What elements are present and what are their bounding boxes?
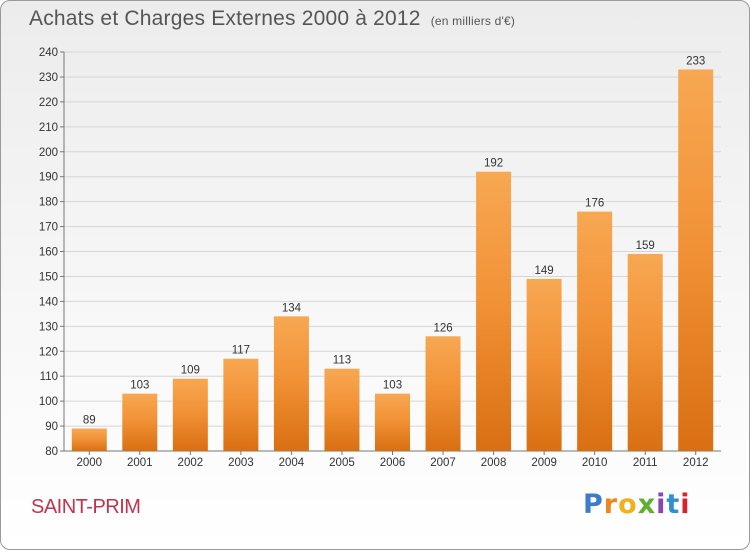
data-label: 233 (686, 55, 705, 67)
data-label: 109 (181, 365, 200, 377)
bar (71, 428, 107, 451)
data-label: 103 (130, 380, 149, 392)
brand-letter: t (666, 489, 681, 520)
data-label: 192 (484, 158, 503, 170)
x-tick-label: 2009 (531, 457, 557, 469)
brand-letter: o (618, 489, 638, 520)
y-tick-label: 220 (39, 97, 58, 109)
data-label: 176 (585, 198, 604, 210)
data-label: 159 (636, 240, 655, 252)
x-tick-label: 2004 (279, 457, 305, 469)
bar (223, 358, 259, 451)
brand-letter: x (637, 489, 657, 520)
y-tick-label: 210 (39, 122, 58, 134)
bar (425, 336, 461, 451)
bar (172, 378, 208, 451)
data-label: 126 (433, 322, 452, 334)
x-tick-label: 2000 (76, 457, 102, 469)
x-tick-label: 2003 (228, 457, 254, 469)
data-label: 149 (535, 265, 554, 277)
x-tick-label: 2010 (582, 457, 608, 469)
x-tick-label: 2012 (683, 457, 709, 469)
y-tick-labels: 80 90 100 110 120 130 140 150 160 170 180 190 200 210… (39, 47, 58, 458)
chart-title-text: Achats et Charges Externes 2000 à 2012 (29, 7, 421, 30)
y-tick-label: 110 (40, 371, 58, 383)
bars (71, 69, 714, 452)
x-tick-label: 2006 (380, 457, 406, 469)
bar (577, 211, 613, 451)
brand-letter: i (680, 489, 691, 520)
bar (273, 316, 309, 451)
y-tick-label: 160 (39, 247, 58, 259)
y-tick-label: 100 (39, 396, 58, 408)
y-tick-label: 140 (39, 296, 58, 308)
y-tick-label: 200 (39, 147, 58, 159)
y-tick-label: 230 (39, 72, 58, 84)
bar (324, 368, 360, 451)
bar (375, 393, 410, 451)
y-tick-label: 80 (45, 446, 58, 458)
brand-letter: r (603, 489, 619, 520)
commune-name: SAINT-PRIM (31, 496, 141, 518)
bar (526, 278, 562, 451)
data-label: 113 (333, 355, 351, 367)
x-tick-label: 2007 (430, 457, 456, 469)
y-tick-label: 180 (39, 197, 58, 209)
brand-letter: i (656, 489, 667, 520)
data-label: 134 (282, 302, 302, 314)
x-tick-label: 2005 (329, 457, 355, 469)
y-tick-label: 130 (39, 321, 58, 333)
y-tick-label: 190 (39, 172, 58, 184)
data-label: 89 (83, 415, 96, 427)
x-tick-label: 2002 (178, 457, 204, 469)
bar (627, 253, 663, 451)
brand-letter: P (583, 489, 604, 520)
data-label: 103 (383, 380, 402, 392)
y-tick-label: 90 (45, 421, 58, 433)
chart-title: Achats et Charges Externes 2000 à 2012 (e… (29, 7, 515, 31)
x-tick-labels: 2000 2001 2002 2003 2004 2005 2006 2007 2008 2009… (76, 457, 708, 469)
x-tick-label: 2011 (633, 457, 658, 469)
data-labels: 89 103 109 117 134 113 103 126 192 149 176 159 233 (83, 55, 705, 426)
data-label: 117 (232, 345, 250, 357)
bar (476, 171, 512, 451)
y-tick-label: 170 (39, 222, 58, 234)
x-tick-label: 2001 (127, 457, 153, 469)
x-tick-label: 2008 (481, 457, 507, 469)
bar (122, 393, 158, 451)
brand-logo: Proxiti (583, 489, 691, 520)
y-tick-label: 120 (39, 346, 58, 358)
chart-unit: (en milliers d'€) (430, 14, 516, 28)
y-tick-label: 150 (39, 271, 58, 283)
bar (678, 69, 714, 452)
y-tick-label: 240 (39, 47, 58, 59)
